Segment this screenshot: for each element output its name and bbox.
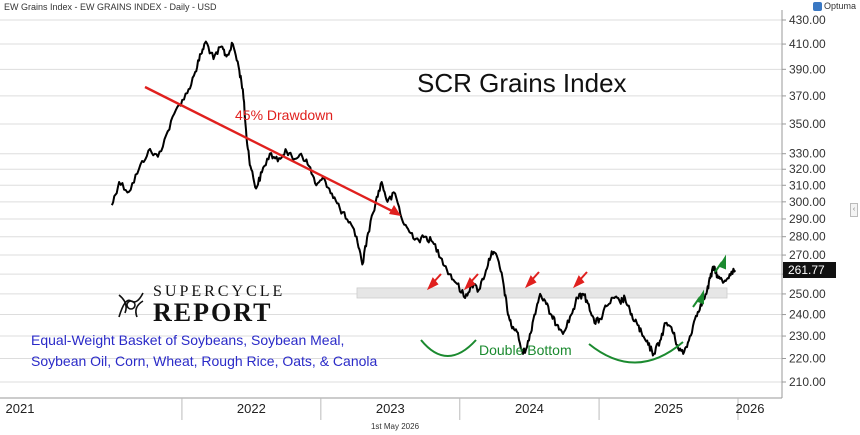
- axis-layer: [0, 10, 783, 399]
- red-down-arrow: [463, 273, 479, 291]
- last-value-box: [783, 262, 836, 278]
- description-line1: Equal-Weight Basket of Soybeans, Soybean…: [31, 332, 345, 348]
- y-tick-label: 430.00: [789, 13, 826, 27]
- y-tick-labels: 430.00 410.00 390.00 370.00 350.00 330.00320.…: [782, 13, 826, 389]
- logo-line1: SUPERCYCLE: [153, 283, 286, 300]
- x-tick-labels: 2021 2022 2023 2024 2025 2026: [6, 398, 765, 420]
- y-tick-label: 310.00: [789, 178, 826, 192]
- x-tick-label: 2021: [6, 401, 35, 416]
- x-tick-label: 2023: [376, 401, 405, 416]
- red-down-arrow: [426, 273, 442, 291]
- x-tick-label: 2024: [515, 401, 544, 416]
- y-tick-label: 390.00: [789, 62, 826, 76]
- last-value-layer: 261.77: [783, 262, 836, 278]
- drawdown-arrow: [144, 85, 399, 216]
- arrow-layer: [144, 85, 726, 364]
- y-tick-label: 220.00: [789, 352, 826, 366]
- y-tick-label: 270.00: [789, 248, 826, 262]
- double-bottom-arc-right: [588, 341, 684, 364]
- y-tick-label: 230.00: [789, 329, 826, 343]
- price-series-line: [110, 40, 737, 357]
- basket-description: Equal-Weight Basket of Soybeans, Soybean…: [31, 330, 377, 372]
- y-tick-label: 320.00: [789, 162, 826, 176]
- green-up-arrow: [692, 289, 704, 308]
- y-tick-label: 370.00: [789, 89, 826, 103]
- price-line-layer: [110, 40, 737, 357]
- logo-line2: REPORT: [153, 298, 273, 327]
- x-tick-label: 2025: [654, 401, 683, 416]
- y-tick-label: 240.00: [789, 308, 826, 322]
- red-down-arrow: [572, 271, 588, 289]
- y-tick-label: 290.00: [789, 212, 826, 226]
- y-tick-label: 250.00: [789, 287, 826, 301]
- chart-title: SCR Grains Index: [417, 68, 627, 98]
- y-tick-label: 410.00: [789, 37, 826, 51]
- red-down-arrow: [524, 271, 540, 289]
- y-tick-label: 300.00: [789, 195, 826, 209]
- green-up-arrow: [714, 254, 726, 273]
- brand-name: Optuma: [823, 1, 856, 11]
- optuma-logo-icon: [812, 1, 822, 11]
- description-line2: Soybean Oil, Corn, Wheat, Rough Rice, Oa…: [31, 353, 378, 369]
- supercycle-logo: SUPERCYCLE REPORT: [115, 284, 285, 326]
- brand: Optuma: [812, 1, 856, 11]
- double-bottom-label: Double Bottom: [479, 342, 572, 358]
- y-tick-label: 210.00: [789, 375, 826, 389]
- drawdown-label: 45% Drawdown: [235, 107, 334, 123]
- double-bottom-arc-left: [420, 339, 477, 357]
- x-tick-label: 2026: [736, 401, 765, 416]
- chart-header: EW Grains Index - EW GRAINS INDEX - Dail…: [4, 2, 217, 12]
- x-tick-label: 2022: [237, 401, 266, 416]
- y-tick-label: 280.00: [789, 230, 826, 244]
- resize-handle-icon[interactable]: ‹: [850, 203, 858, 217]
- supercycle-emblem-icon: [118, 292, 144, 318]
- last-value-label: 261.77: [788, 263, 825, 277]
- footer-date: 1st May 2026: [370, 422, 420, 431]
- drawdown-arrowhead: [389, 205, 401, 216]
- y-tick-label: 330.00: [789, 147, 826, 161]
- y-tick-label: 350.00: [789, 117, 826, 131]
